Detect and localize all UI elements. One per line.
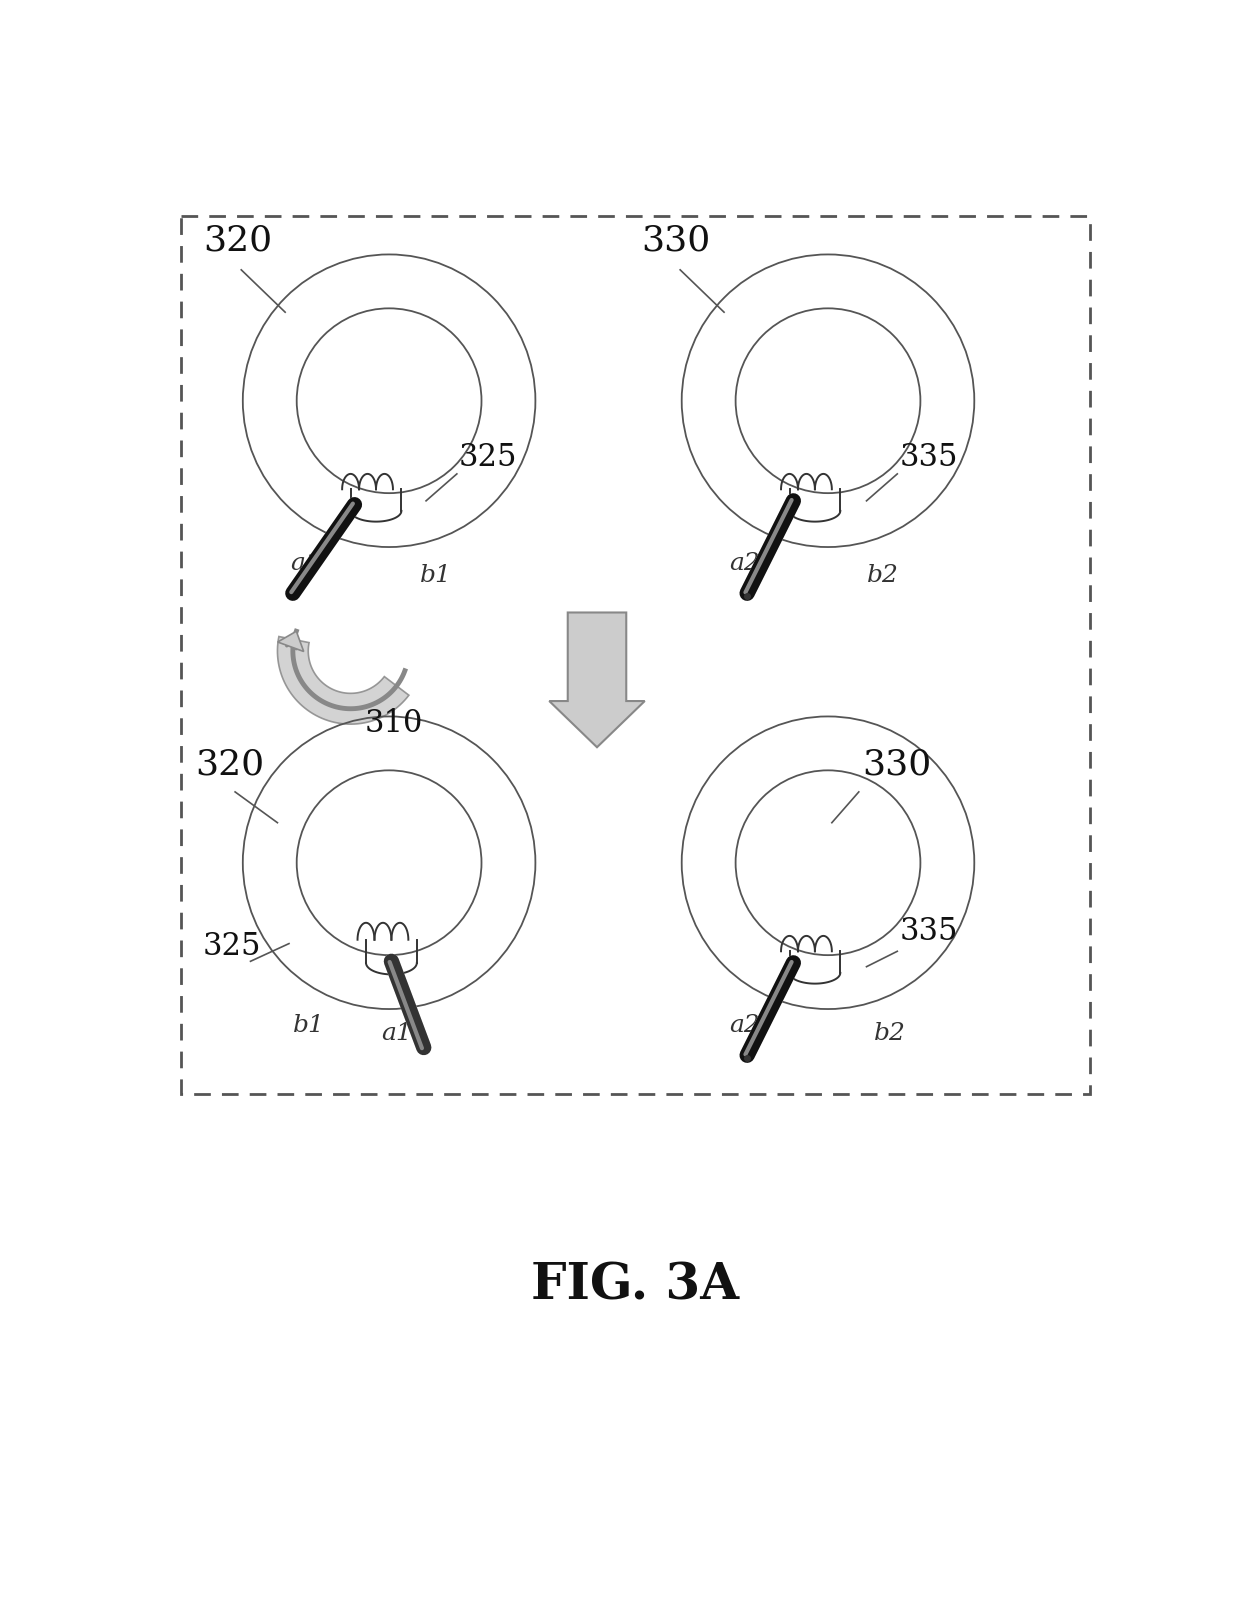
Text: 330: 330 bbox=[863, 747, 932, 781]
Bar bbox=[181, 215, 1090, 1094]
Text: 335: 335 bbox=[899, 916, 959, 947]
Text: 335: 335 bbox=[899, 442, 959, 472]
Text: a2: a2 bbox=[729, 553, 760, 575]
Text: a2: a2 bbox=[729, 1014, 760, 1037]
Text: 310: 310 bbox=[365, 707, 423, 739]
Text: b2: b2 bbox=[874, 1022, 906, 1045]
Text: 330: 330 bbox=[641, 223, 711, 257]
Text: b2: b2 bbox=[867, 564, 898, 587]
Polygon shape bbox=[549, 612, 645, 747]
Text: a1: a1 bbox=[382, 1022, 412, 1045]
Text: 320: 320 bbox=[203, 223, 272, 257]
Text: a1: a1 bbox=[290, 553, 321, 575]
Text: b1: b1 bbox=[420, 564, 451, 587]
Text: 325: 325 bbox=[203, 930, 262, 963]
Text: 325: 325 bbox=[459, 442, 517, 472]
Polygon shape bbox=[278, 632, 304, 651]
Text: FIG. 3A: FIG. 3A bbox=[532, 1261, 739, 1311]
Text: b1: b1 bbox=[293, 1014, 325, 1037]
Text: 320: 320 bbox=[195, 747, 264, 781]
Polygon shape bbox=[278, 636, 409, 725]
